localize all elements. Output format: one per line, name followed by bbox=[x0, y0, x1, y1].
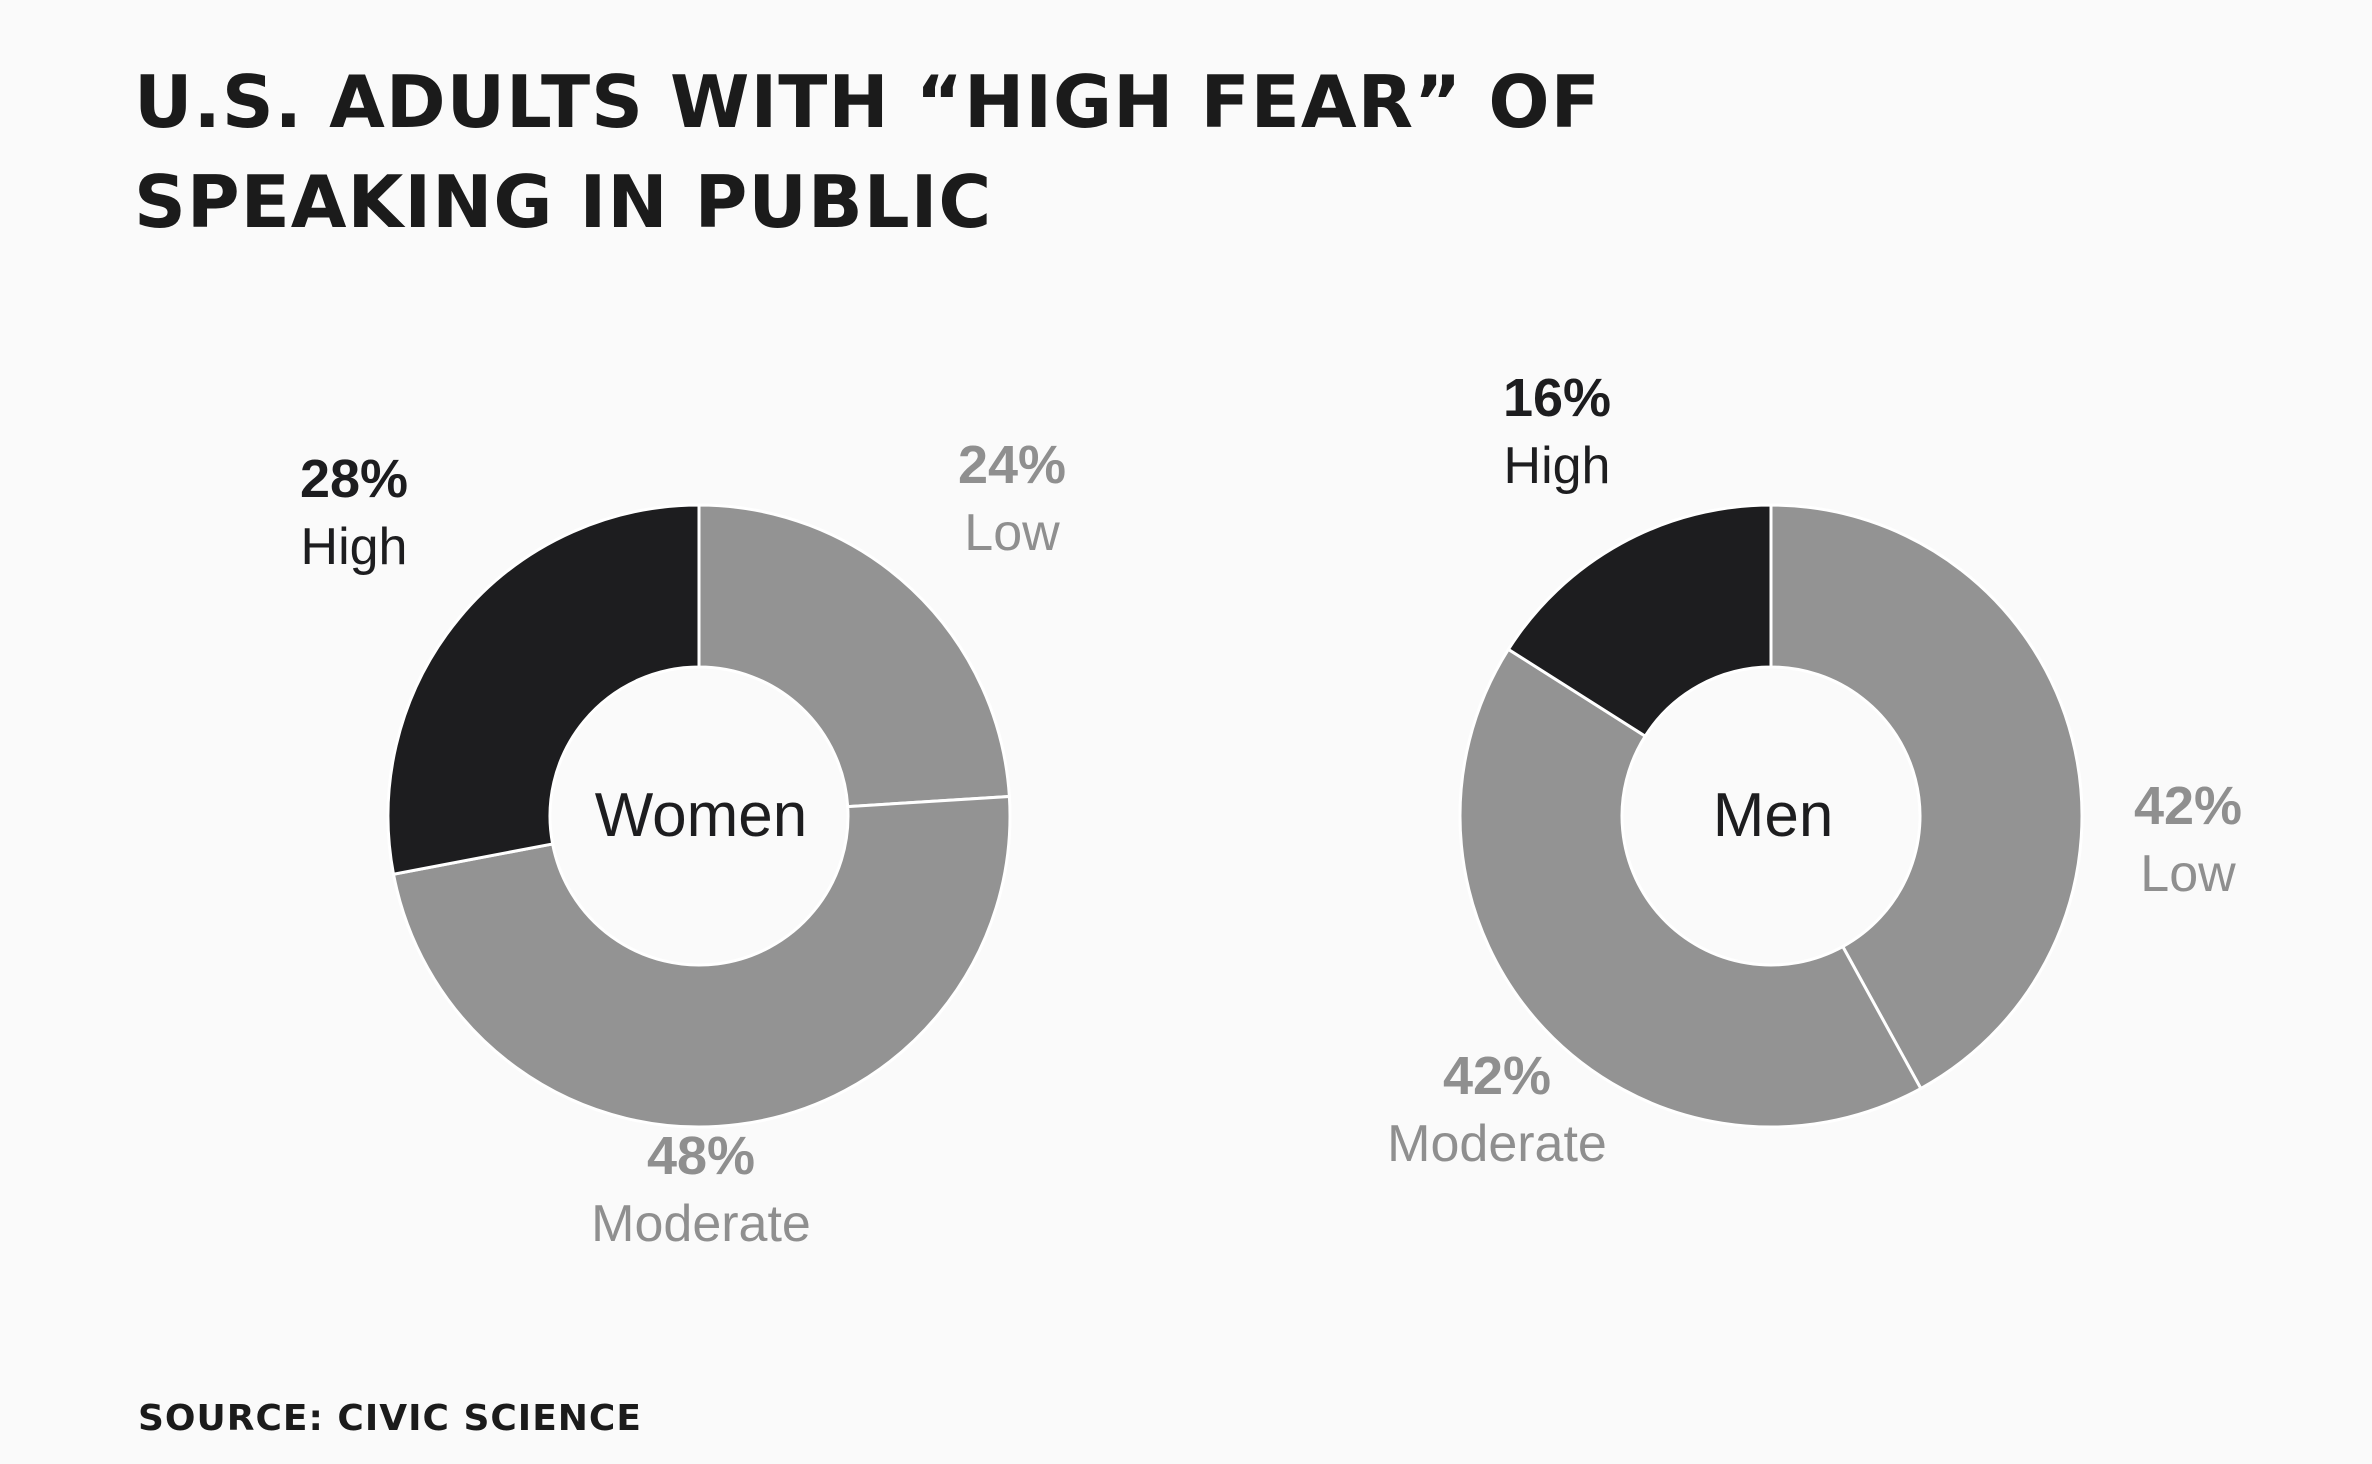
slice-low-value: 42% bbox=[2134, 776, 2242, 836]
donut-chart-men: 42% Low 42% Moderate 16% High Men bbox=[1387, 368, 2242, 1173]
slice-moderate-value: 42% bbox=[1443, 1046, 1551, 1106]
slice-low bbox=[1769, 503, 2084, 1091]
slice-moderate-label: Moderate bbox=[591, 1195, 811, 1253]
slice-low-label: Low bbox=[964, 504, 1060, 562]
donut-chart-women: 24% Low 48% Moderate 28% High Women bbox=[300, 435, 1066, 1253]
slice-high bbox=[386, 503, 701, 877]
center-label: Men bbox=[1713, 781, 1834, 850]
chart-title: U.S. ADULTS WITH “HIGH FEAR” OF SPEAKING… bbox=[134, 52, 1601, 252]
slice-low-value: 24% bbox=[958, 435, 1066, 495]
slice-high bbox=[1506, 503, 1773, 739]
slice-moderate bbox=[391, 794, 1012, 1129]
slice-high-value: 16% bbox=[1503, 368, 1611, 428]
slice-low bbox=[697, 503, 1011, 809]
chart-title-line-1: U.S. ADULTS WITH “HIGH FEAR” OF bbox=[134, 60, 1601, 144]
source-note: SOURCE: CIVIC SCIENCE bbox=[138, 1398, 642, 1439]
slice-low-label: Low bbox=[2140, 845, 2236, 903]
slice-moderate-label: Moderate bbox=[1387, 1115, 1607, 1173]
slice-high-label: High bbox=[1504, 437, 1611, 495]
slice-high-label: High bbox=[301, 518, 408, 576]
chart-title-line-2: SPEAKING IN PUBLIC bbox=[134, 160, 993, 244]
slice-moderate-value: 48% bbox=[647, 1126, 755, 1186]
center-label: Women bbox=[595, 781, 808, 850]
slice-moderate bbox=[1458, 647, 1923, 1129]
slice-high-value: 28% bbox=[300, 449, 408, 509]
